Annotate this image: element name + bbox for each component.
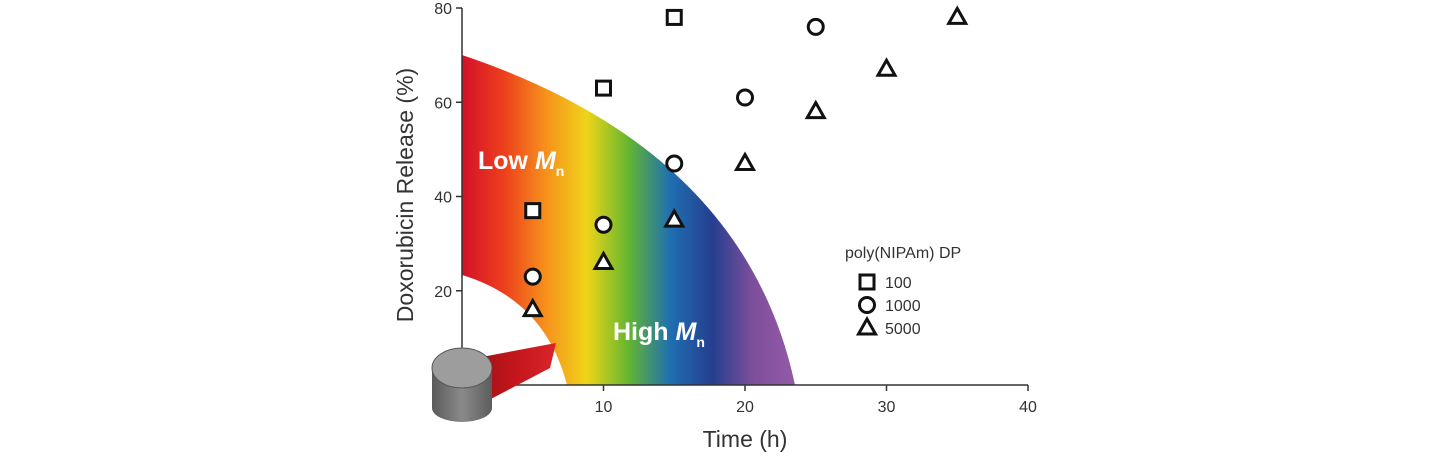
point-triangle-2-1 [592, 250, 615, 270]
legend-marker-circle [858, 296, 876, 314]
legend-label-100: 100 [885, 275, 912, 292]
point-square-0-2 [665, 8, 683, 26]
x-tick-label-20: 20 [736, 399, 754, 416]
x-tick-label-40: 40 [1019, 399, 1037, 416]
legend-marker-square [858, 273, 876, 291]
point-triangle-2-3 [733, 151, 757, 172]
point-triangle-2-5 [875, 57, 898, 77]
point-triangle-2-2 [663, 208, 686, 228]
data-markers [521, 5, 969, 318]
tick-labels: 10 20 30 40 20 40 60 80 [434, 1, 1037, 416]
point-circle-1-0 [523, 267, 542, 286]
legend-label-1000: 1000 [885, 298, 921, 315]
y-tick-label-80: 80 [434, 1, 452, 18]
y-tick-label-20: 20 [434, 284, 452, 301]
x-axis-label: Time (h) [703, 426, 788, 452]
x-tick-label-30: 30 [878, 399, 896, 416]
device-top [431, 347, 493, 389]
low-mn-symbol: M [535, 147, 557, 175]
point-triangle-2-6 [946, 5, 969, 25]
legend-label-5000: 5000 [885, 321, 921, 338]
y-tick-label-40: 40 [434, 190, 452, 207]
point-circle-1-2 [665, 154, 684, 173]
rainbow-release-band [462, 55, 795, 385]
legend-marker-triangle [855, 315, 879, 336]
tick-marks [456, 7, 1029, 391]
high-mn-symbol: M [676, 318, 698, 346]
y-tick-label-60: 60 [434, 95, 452, 112]
point-square-0-0 [524, 202, 542, 220]
x-tick-label-10: 10 [595, 399, 613, 416]
low-mn-prefix: Low [478, 147, 535, 175]
point-circle-1-3 [736, 88, 754, 107]
point-triangle-2-0 [521, 297, 544, 318]
high-mn-prefix: High [613, 318, 676, 346]
point-triangle-2-4 [804, 99, 827, 120]
high-mn-label: High Mn [613, 318, 705, 350]
legend-title: poly(NIPAm) DP [845, 245, 961, 262]
implant-device-illustration [431, 343, 556, 422]
low-mn-label: Low Mn [478, 147, 564, 179]
legend: poly(NIPAm) DP 100 1000 5000 [845, 245, 961, 338]
legend-items: 100 1000 5000 [855, 273, 921, 338]
point-circle-1-1 [594, 215, 613, 234]
low-mn-subscript: n [556, 163, 565, 179]
point-circle-1-4 [806, 17, 825, 36]
high-mn-subscript: n [696, 334, 705, 350]
y-axis-label: Doxorubicin Release (%) [392, 68, 418, 322]
point-square-0-1 [595, 79, 612, 97]
